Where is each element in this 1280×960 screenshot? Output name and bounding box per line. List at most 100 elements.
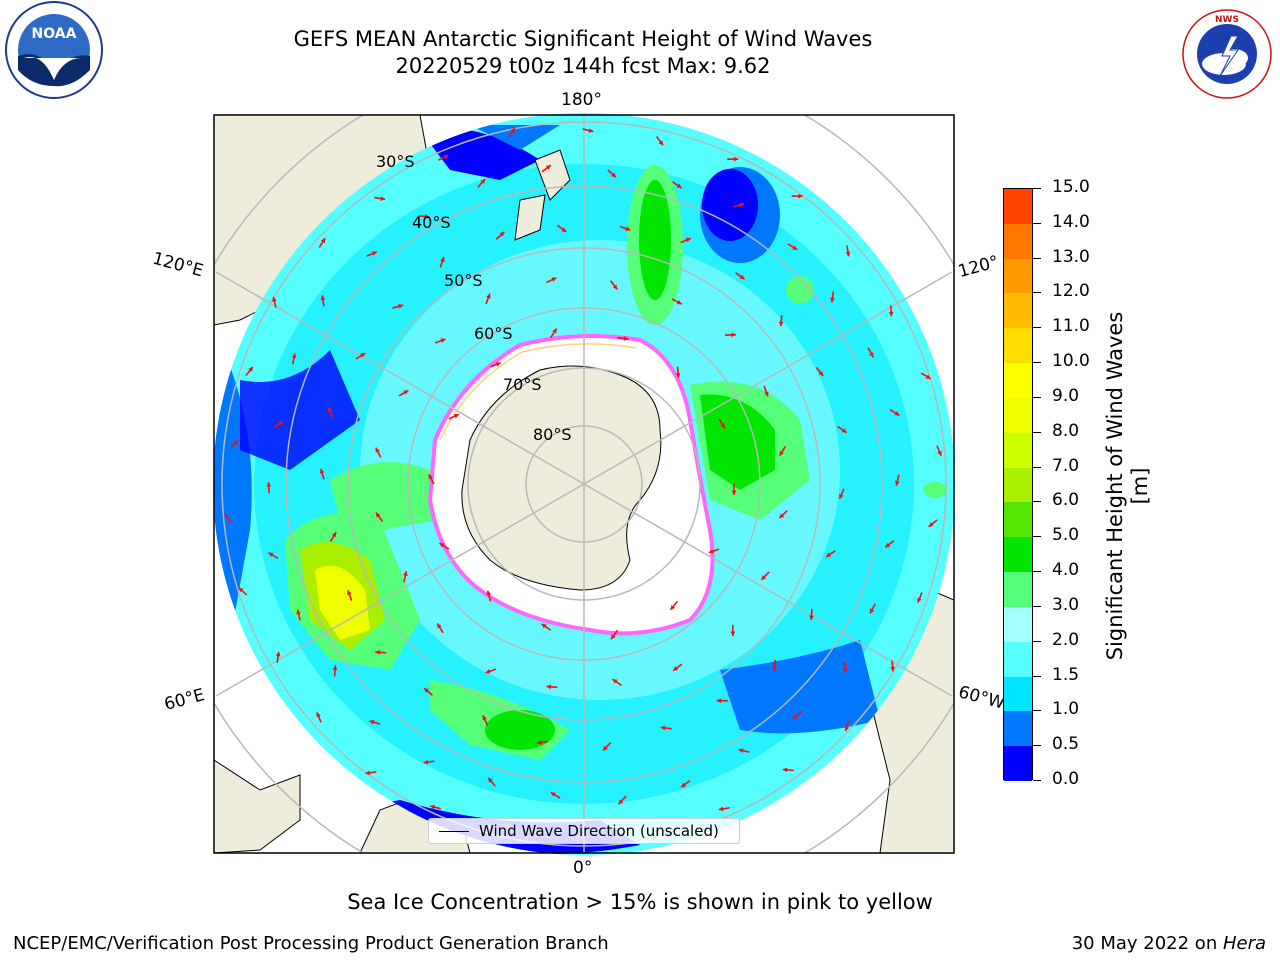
wave-direction-arrowhead [272,296,277,302]
wave-direction-arrowhead [291,353,297,359]
wave-direction-arrowhead [541,623,547,629]
lat-label-50s: 50°S [444,271,483,290]
wave-direction-arrowhead [233,440,239,446]
colorbar-tick-label: 6.0 [1052,490,1080,511]
wave-direction-arrowhead [731,490,737,495]
wave-direction-arrowhead [403,390,409,395]
colorbar-tick-label: 13.0 [1052,246,1090,267]
wave-direction-arrowhead [546,684,551,690]
wave-direction-arrowhead [841,428,847,433]
lon-label-180: 180° [561,90,602,110]
colorbar-tick-label: 1.0 [1052,699,1080,720]
wave-direction-arrowhead [733,156,739,162]
wave-direction-arrowhead [375,649,380,655]
map-title: GEFS MEAN Antarctic Significant Height o… [293,27,873,51]
wave-direction-arrowhead [238,587,244,593]
colorbar-tick-label: 12.0 [1052,281,1090,302]
colorbar-band [1004,467,1032,503]
svg-text:NWS: NWS [1215,15,1239,25]
wave-direction-arrowhead [809,615,814,620]
wave-direction-arrowhead [551,277,557,282]
colorbar-tick-label: 15.0 [1052,177,1090,197]
wave-direction-arrowhead [676,183,682,189]
wave-direction-arrowhead [331,532,337,538]
wave-direction-arrowhead [425,214,430,219]
wave-direction-arrowhead [480,178,486,184]
colorbar-band [1004,223,1032,260]
wave-direction-arrowhead [681,782,687,788]
colorbar-tick-label: 2.0 [1052,629,1080,650]
wave-direction-arrowhead [612,284,618,290]
noaa-logo-text: NOAA [32,26,77,42]
lat-label-40s: 40°S [412,213,451,232]
wave-direction-arrowhead [375,512,381,518]
wave-direction-arrowhead [928,522,934,527]
colorbar-band [1004,328,1032,364]
wave-direction-arrowhead [708,548,714,554]
colorbar-tick-mark [1033,536,1041,538]
wave-direction-arrowhead [894,411,900,416]
wave-direction-arrowhead [739,202,745,208]
colorbar-band [1004,432,1032,469]
wave-direction-arrowhead [602,745,608,751]
wave-direction-arrowhead [499,231,505,237]
wave-direction-arrowhead [319,468,325,474]
colorbar-tick-mark [1033,710,1041,712]
map-legend: Wind Wave Direction (unscaled) [428,818,740,844]
colorbar-band [1004,606,1032,643]
colorbar-band [1004,258,1032,294]
wave-direction-arrowhead [673,666,679,671]
wave-direction-arrowhead [660,725,666,731]
wave-direction-arrowhead [320,238,326,244]
wave-direction-arrowhead [779,513,785,519]
legend-label: Wind Wave Direction (unscaled) [479,822,719,840]
footer-credit: NCEP/EMC/Verification Post Processing Pr… [13,933,609,954]
colorbar [1003,188,1033,782]
wave-direction-arrowhead [792,245,798,250]
wave-direction-arrowhead [623,336,629,341]
wave-direction-arrowhead [371,251,377,256]
wave-direction-arrowhead [730,631,736,636]
wave-direction-arrows [223,127,942,842]
wave-direction-arrowhead [482,715,487,721]
wave-direction-arrowhead [782,767,788,773]
wave-direction-arrowhead [844,726,850,732]
lat-label-60s: 60°S [474,324,513,343]
wave-direction-arrowhead [439,543,445,548]
wave-direction-arrowhead [552,328,557,334]
colorbar-band [1004,572,1032,608]
wave-direction-arrowhead [365,770,371,776]
wave-direction-arrowhead [830,297,835,303]
wave-direction-arrowhead [369,719,375,725]
wave-direction-arrowhead [675,373,681,378]
wave-direction-arrowhead [818,371,824,377]
wave-direction-arrowhead [486,293,491,299]
colorbar-tick-label: 5.0 [1052,525,1080,546]
wave-direction-arrowhead [618,799,624,805]
wave-direction-arrowhead [332,665,338,671]
colorbar-tick-mark [1033,431,1041,433]
wave-direction-arrowhead [495,362,501,367]
wave-direction-arrowhead [685,237,691,243]
colorbar-title: Significant Height of Wind Waves [m] [1103,311,1152,661]
wave-direction-arrowhead [453,413,459,419]
colorbar-tick-mark [1033,780,1041,781]
wave-direction-arrowhead [275,651,281,657]
wave-direction-arrowhead [925,374,931,379]
wave-direction-arrowhead [224,513,230,519]
wave-direction-arrowhead [485,669,491,674]
wave-direction-arrowhead [550,792,556,797]
colorbar-tick-mark [1033,188,1041,189]
lat-label-30s: 30°S [376,152,415,171]
colorbar-tick-label: 0.5 [1052,734,1080,755]
wave-direction-arrowhead [320,295,326,301]
colorbar-tick-mark [1033,640,1041,642]
colorbar-band [1004,711,1032,747]
sea-ice-caption: Sea Ice Concentration > 15% is shown in … [347,890,933,914]
wave-direction-arrowhead [670,604,676,610]
wave-direction-arrowhead [890,666,896,672]
colorbar-band [1004,189,1032,225]
wave-direction-arrowhead [718,806,724,812]
colorbar-tick-label: 1.5 [1052,664,1080,685]
wave-direction-arrowhead [731,332,736,338]
